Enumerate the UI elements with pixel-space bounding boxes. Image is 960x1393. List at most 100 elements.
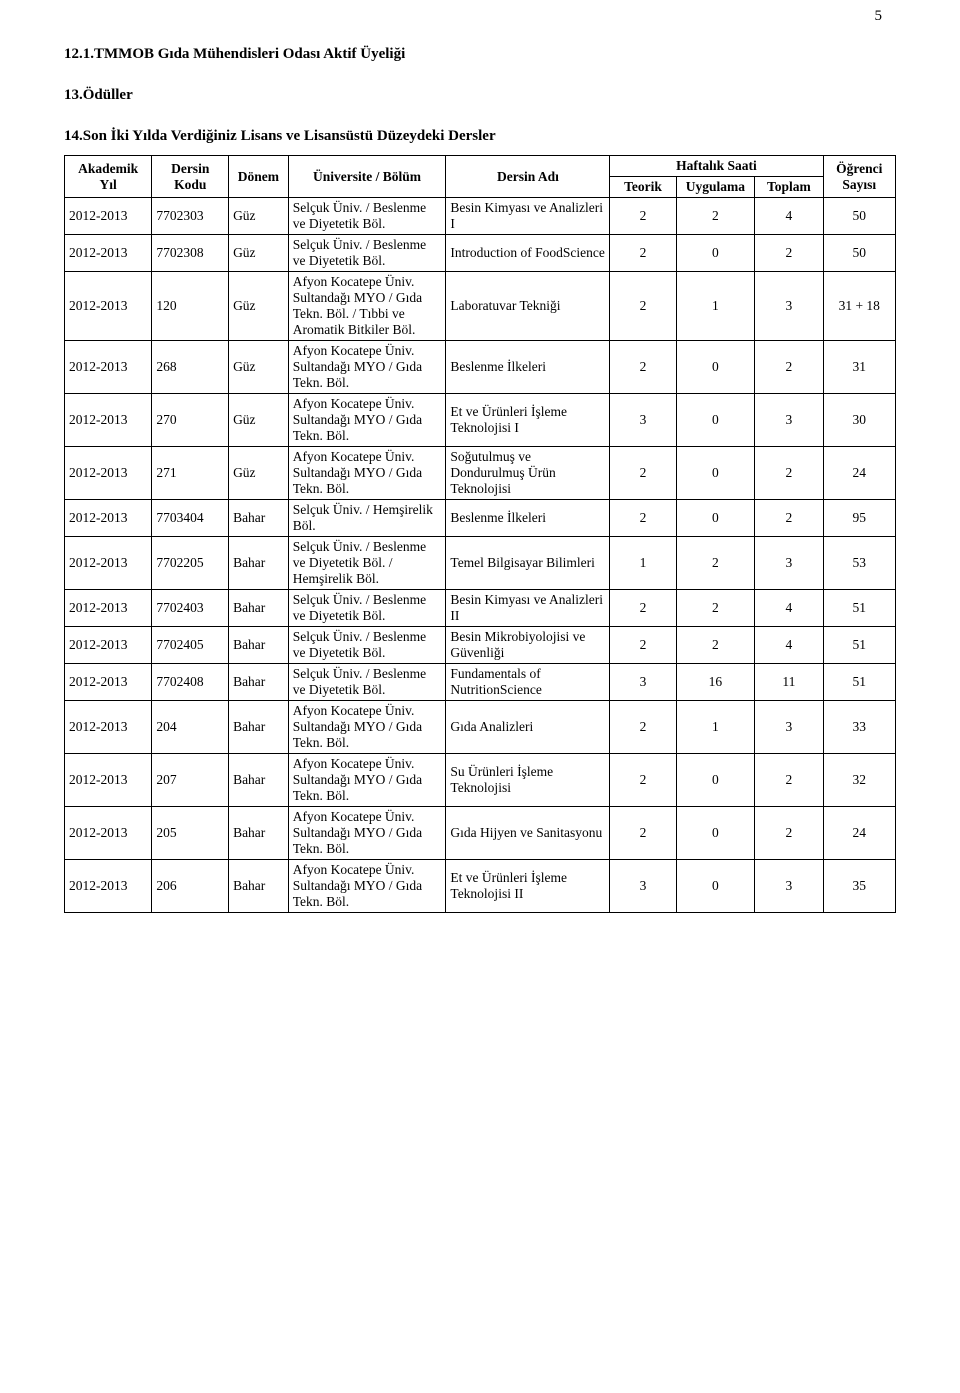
cell-bolum: Selçuk Üniv. / Beslenme ve Diyetetik Böl… [288,198,446,235]
heading-14: 14.Son İki Yılda Verdiğiniz Lisans ve Li… [64,128,896,145]
cell-uyg: 2 [676,537,755,590]
cell-kod: 120 [152,272,229,341]
cell-teo: 2 [610,627,676,664]
col-teorik: Teorik [610,177,676,198]
cell-uyg: 0 [676,500,755,537]
cell-ders: Su Ürünleri İşleme Teknolojisi [446,754,610,807]
cell-top: 2 [755,447,823,500]
cell-uyg: 0 [676,447,755,500]
cell-bolum: Afyon Kocatepe Üniv. Sultandağı MYO / Gı… [288,701,446,754]
col-dersin-adi: Dersin Adı [446,156,610,198]
cell-ders: Gıda Analizleri [446,701,610,754]
col-ogrenci-sayisi: Öğrenci Sayısı [823,156,895,198]
cell-yil: 2012-2013 [65,590,152,627]
cell-bolum: Selçuk Üniv. / Beslenme ve Diyetetik Böl… [288,235,446,272]
cell-bolum: Selçuk Üniv. / Beslenme ve Diyetetik Böl… [288,537,446,590]
cell-top: 3 [755,860,823,913]
cell-donem: Bahar [229,860,289,913]
cell-top: 2 [755,807,823,860]
cell-ders: Et ve Ürünleri İşleme Teknolojisi I [446,394,610,447]
cell-bolum: Selçuk Üniv. / Beslenme ve Diyetetik Böl… [288,590,446,627]
table-row: 2012-2013204BaharAfyon Kocatepe Üniv. Su… [65,701,896,754]
cell-ogr: 51 [823,590,895,627]
cell-kod: 7702408 [152,664,229,701]
cell-kod: 7703404 [152,500,229,537]
cell-kod: 271 [152,447,229,500]
table-row: 2012-2013205BaharAfyon Kocatepe Üniv. Su… [65,807,896,860]
cell-bolum: Afyon Kocatepe Üniv. Sultandağı MYO / Gı… [288,272,446,341]
heading-12-1: 12.1.TMMOB Gıda Mühendisleri Odası Aktif… [64,46,896,63]
cell-bolum: Selçuk Üniv. / Hemşirelik Böl. [288,500,446,537]
cell-yil: 2012-2013 [65,500,152,537]
table-row: 2012-2013270GüzAfyon Kocatepe Üniv. Sult… [65,394,896,447]
cell-ogr: 32 [823,754,895,807]
cell-ders: Soğutulmuş ve Dondurulmuş Ürün Teknoloji… [446,447,610,500]
col-dersin-kodu: Dersin Kodu [152,156,229,198]
cell-kod: 7702308 [152,235,229,272]
cell-ders: Gıda Hijyen ve Sanitasyonu [446,807,610,860]
table-row: 2012-2013207BaharAfyon Kocatepe Üniv. Su… [65,754,896,807]
cell-kod: 205 [152,807,229,860]
cell-ogr: 33 [823,701,895,754]
cell-top: 3 [755,537,823,590]
cell-kod: 7702405 [152,627,229,664]
cell-top: 2 [755,754,823,807]
cell-teo: 2 [610,272,676,341]
table-row: 2012-20137702403BaharSelçuk Üniv. / Besl… [65,590,896,627]
cell-teo: 3 [610,394,676,447]
cell-bolum: Afyon Kocatepe Üniv. Sultandağı MYO / Gı… [288,807,446,860]
cell-teo: 2 [610,807,676,860]
cell-uyg: 2 [676,627,755,664]
cell-top: 2 [755,235,823,272]
cell-yil: 2012-2013 [65,807,152,860]
cell-top: 3 [755,701,823,754]
cell-ogr: 50 [823,198,895,235]
cell-kod: 204 [152,701,229,754]
cell-bolum: Afyon Kocatepe Üniv. Sultandağı MYO / Gı… [288,447,446,500]
cell-uyg: 1 [676,701,755,754]
cell-kod: 207 [152,754,229,807]
cell-ogr: 31 + 18 [823,272,895,341]
table-row: 2012-2013206BaharAfyon Kocatepe Üniv. Su… [65,860,896,913]
col-donem: Dönem [229,156,289,198]
cell-uyg: 2 [676,590,755,627]
table-row: 2012-20137702405BaharSelçuk Üniv. / Besl… [65,627,896,664]
table-header: Akademik Yıl Dersin Kodu Dönem Üniversit… [65,156,896,198]
cell-donem: Bahar [229,627,289,664]
cell-ogr: 51 [823,664,895,701]
cell-uyg: 2 [676,198,755,235]
cell-bolum: Afyon Kocatepe Üniv. Sultandağı MYO / Gı… [288,754,446,807]
table-row: 2012-20137702205BaharSelçuk Üniv. / Besl… [65,537,896,590]
cell-yil: 2012-2013 [65,537,152,590]
cell-ogr: 24 [823,447,895,500]
table-row: 2012-20137702303GüzSelçuk Üniv. / Beslen… [65,198,896,235]
cell-ders: Besin Mikrobiyolojisi ve Güvenliği [446,627,610,664]
cell-ders: Fundamentals of NutritionScience [446,664,610,701]
cell-ders: Beslenme İlkeleri [446,341,610,394]
cell-ders: Beslenme İlkeleri [446,500,610,537]
cell-donem: Bahar [229,590,289,627]
cell-yil: 2012-2013 [65,701,152,754]
cell-yil: 2012-2013 [65,627,152,664]
cell-donem: Güz [229,341,289,394]
cell-yil: 2012-2013 [65,394,152,447]
cell-top: 2 [755,500,823,537]
courses-table: Akademik Yıl Dersin Kodu Dönem Üniversit… [64,155,896,913]
cell-bolum: Selçuk Üniv. / Beslenme ve Diyetetik Böl… [288,664,446,701]
cell-ogr: 24 [823,807,895,860]
cell-teo: 2 [610,500,676,537]
cell-ders: Besin Kimyası ve Analizleri II [446,590,610,627]
cell-ogr: 95 [823,500,895,537]
cell-top: 4 [755,627,823,664]
cell-teo: 2 [610,198,676,235]
cell-ogr: 31 [823,341,895,394]
cell-uyg: 0 [676,394,755,447]
cell-kod: 270 [152,394,229,447]
cell-bolum: Selçuk Üniv. / Beslenme ve Diyetetik Böl… [288,627,446,664]
cell-uyg: 16 [676,664,755,701]
cell-top: 4 [755,590,823,627]
cell-kod: 206 [152,860,229,913]
cell-donem: Güz [229,394,289,447]
col-uygulama: Uygulama [676,177,755,198]
cell-ders: Temel Bilgisayar Bilimleri [446,537,610,590]
